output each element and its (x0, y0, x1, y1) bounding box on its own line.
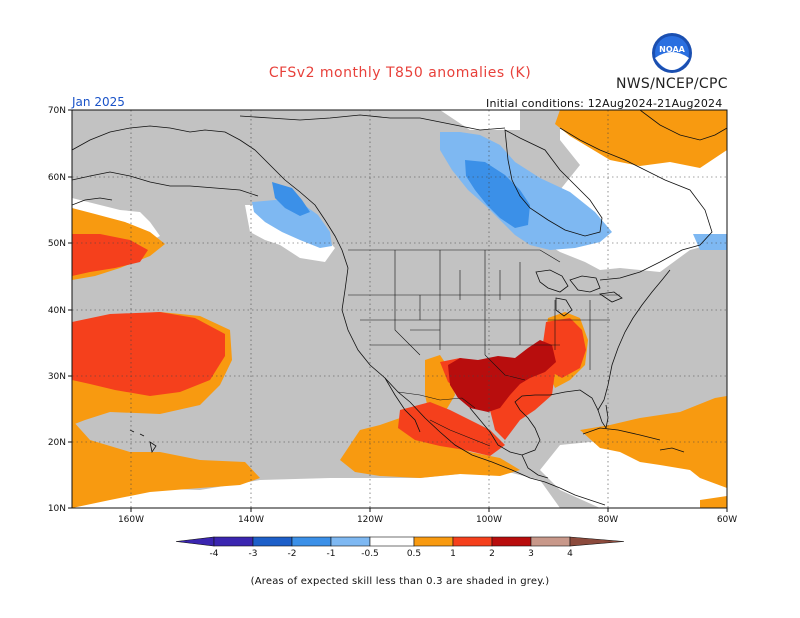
warm-anomaly-2-3 (448, 340, 556, 412)
lon-label: 140W (238, 515, 264, 525)
cool-anomaly-0.5-1 (252, 132, 727, 250)
lon-label: 60W (717, 515, 737, 525)
agency-label: NWS/NCEP/CPC (616, 76, 728, 92)
colorbar-segment (330, 536, 371, 547)
initial-conditions: Initial conditions: 12Aug2024-21Aug2024 (486, 97, 723, 110)
colorbar-segment (291, 536, 332, 547)
lon-label: 120W (357, 515, 383, 525)
colorbar-arrow-low (175, 536, 215, 547)
chart-title: CFSv2 monthly T850 anomalies (K) (268, 65, 532, 81)
lat-label: 50N (48, 239, 66, 249)
colorbar-segment (369, 536, 415, 547)
graticule (72, 110, 727, 508)
colorbar-segment (491, 536, 532, 547)
colorbar-segment (252, 536, 293, 547)
colorbar-label: 3 (528, 549, 534, 559)
colorbar-segment (213, 536, 254, 547)
lat-label: 20N (48, 438, 66, 448)
lat-label: 60N (48, 173, 66, 183)
lat-label: 40N (48, 306, 66, 316)
noaa-logo: NOAA (652, 33, 692, 73)
logo-text: NOAA (659, 45, 685, 54)
axis-ticks (68, 109, 728, 512)
lon-label: 160W (118, 515, 144, 525)
map-frame (71, 109, 728, 509)
colorbar-segment (530, 536, 571, 547)
colorbar-segment (413, 536, 454, 547)
colorbar-segment (452, 536, 493, 547)
lat-label: 30N (48, 372, 66, 382)
colorbar-label: 2 (489, 549, 495, 559)
colorbar-arrow-high (569, 536, 625, 547)
colorbar-label: -0.5 (361, 549, 379, 559)
cool-anomaly-1-2 (272, 160, 530, 228)
coastlines (72, 110, 727, 506)
colorbar-label: -1 (327, 549, 336, 559)
colorbar-label: -4 (210, 549, 219, 559)
colorbar-label: -3 (249, 549, 258, 559)
colorbar-label: 1 (450, 549, 456, 559)
lat-label: 70N (48, 106, 66, 116)
forecast-month: Jan 2025 (72, 95, 125, 109)
skill-footnote: (Areas of expected skill less than 0.3 a… (250, 576, 550, 587)
lon-label: 100W (476, 515, 502, 525)
lon-label: 80W (598, 515, 618, 525)
colorbar-label: 0.5 (407, 549, 421, 559)
state-boundaries (348, 249, 620, 381)
colorbar-label: 4 (567, 549, 573, 559)
lat-label: 10N (48, 504, 66, 514)
colorbar-label: -2 (288, 549, 297, 559)
mexico-border (397, 391, 491, 447)
